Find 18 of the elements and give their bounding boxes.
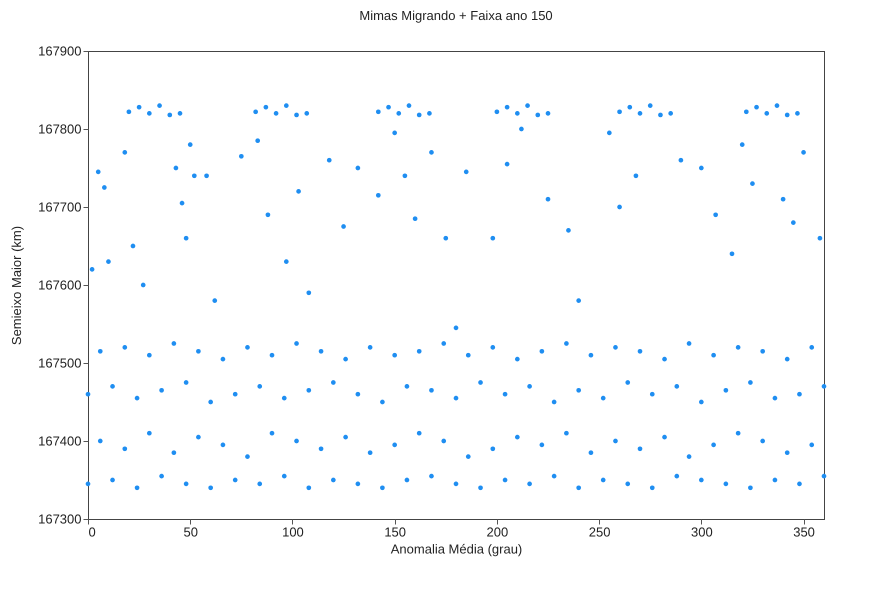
x-tick-label: 50 <box>183 524 198 540</box>
y-axis-title: Semieixo Maior (km) <box>9 226 24 346</box>
x-tick-label: 300 <box>690 524 713 540</box>
y-tick-label: 167600 <box>38 278 82 292</box>
x-tick-label: 350 <box>793 524 815 540</box>
y-tick-label: 167800 <box>38 122 82 136</box>
y-tick-label: 167500 <box>38 356 82 370</box>
x-tick-label: 100 <box>282 524 304 540</box>
x-tick-label: 0 <box>88 524 96 540</box>
x-tick-label: 200 <box>486 524 508 540</box>
y-tick-label: 167400 <box>38 434 82 448</box>
y-tick-label: 167900 <box>38 44 82 58</box>
x-tick-label: 250 <box>588 524 610 540</box>
chart-title: Mimas Migrando + Faixa ano 150 <box>359 8 553 23</box>
x-tick-label: 150 <box>384 524 406 540</box>
x-axis-title: Anomalia Média (grau) <box>390 542 522 556</box>
y-tick-label: 167300 <box>38 512 82 526</box>
y-tick-label: 167700 <box>38 200 82 214</box>
